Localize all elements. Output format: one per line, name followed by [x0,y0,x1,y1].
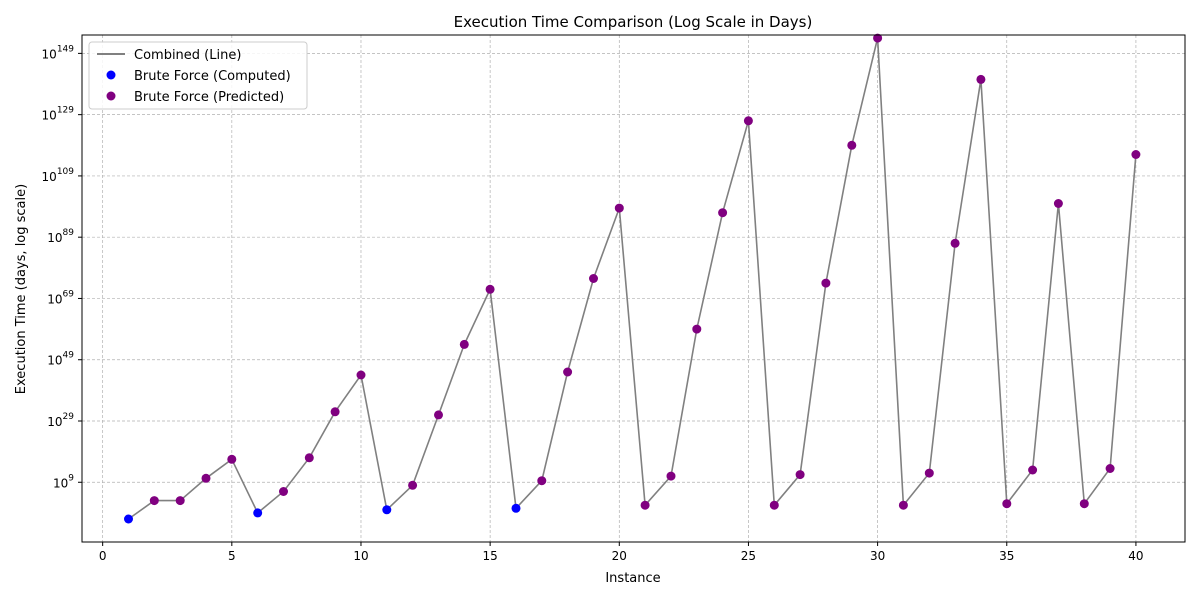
computed-point [253,508,263,518]
y-tick-base: 10 [53,476,68,490]
predicted-point [718,208,728,218]
computed-point [382,505,392,515]
predicted-point [227,454,237,464]
chart-title: Execution Time Comparison (Log Scale in … [454,13,813,31]
predicted-point [434,410,443,420]
predicted-point [201,473,211,483]
predicted-point [537,476,547,486]
computed-point [511,503,521,513]
predicted-point [563,367,573,377]
y-tick-label: 1049 [47,351,74,368]
y-tick-label: 10129 [42,106,75,123]
y-tick-exponent: 9 [68,473,74,483]
legend-label-combined-line: Combined (Line) [134,48,241,63]
x-tick-label: 15 [482,549,497,563]
x-tick-label: 5 [228,549,236,563]
y-tick-label: 10109 [42,167,75,184]
x-tick-label: 35 [999,549,1014,563]
predicted-point [873,33,883,43]
predicted-point [924,468,934,478]
predicted-point [485,284,495,294]
y-tick-base: 10 [47,292,62,306]
predicted-point [279,487,288,496]
data-points [124,33,1141,524]
computed-point [124,514,133,524]
predicted-point [821,278,831,288]
x-tick-label: 20 [612,549,627,563]
y-tick-base: 10 [42,170,57,184]
predicted-point [589,274,598,283]
y-tick-exponent: 29 [63,412,75,422]
y-tick-label: 1069 [47,289,74,306]
predicted-point [408,480,418,490]
predicted-point [640,500,650,510]
predicted-point [149,496,159,506]
y-tick-base: 10 [47,231,62,245]
y-tick-base: 10 [42,47,57,61]
predicted-point [459,339,469,349]
legend-box [88,41,308,110]
y-tick-exponent: 109 [57,167,74,177]
predicted-point [1131,150,1141,159]
predicted-point [1002,499,1012,509]
predicted-point [976,74,986,84]
y-tick-label: 10149 [42,44,75,61]
predicted-point [175,496,185,506]
y-axis-label: Execution Time (days, log scale) [14,184,29,394]
y-tick-label: 1089 [47,228,74,245]
legend-swatch-predicted [106,91,116,101]
x-axis-ticks: 0 5 10 15 20 25 30 35 40 [99,542,1144,563]
predicted-point [330,407,340,417]
x-tick-label: 40 [1128,549,1143,563]
y-tick-exponent: 89 [63,228,75,238]
x-tick-label: 10 [353,549,368,563]
y-tick-base: 10 [47,415,62,429]
predicted-point [1079,499,1089,509]
x-axis-label: Instance [605,571,660,586]
legend-label-predicted: Brute Force (Predicted) [134,90,284,105]
predicted-point [1053,199,1063,208]
predicted-point [769,500,779,510]
legend-swatch-computed [106,70,116,80]
y-tick-base: 10 [47,354,62,368]
predicted-point [950,238,960,248]
predicted-point [1028,465,1038,475]
predicted-point [898,500,908,510]
x-tick-label: 30 [870,549,885,563]
predicted-point [743,116,753,126]
y-tick-exponent: 69 [63,289,75,299]
predicted-point [666,471,676,481]
series-line-combined [128,37,1137,520]
predicted-point [692,324,702,334]
legend: Combined (Line) Brute Force (Computed) B… [88,41,308,110]
y-tick-exponent: 49 [63,351,75,361]
y-tick-base: 10 [42,109,57,123]
predicted-point [356,370,366,380]
predicted-point [1105,464,1115,473]
x-tick-label: 25 [741,549,756,563]
predicted-point [795,470,805,480]
legend-label-computed: Brute Force (Computed) [134,69,291,84]
grid [82,35,1185,542]
x-tick-label: 0 [99,549,107,563]
predicted-point [847,140,857,150]
combined-line-path [128,37,1137,520]
y-tick-exponent: 149 [57,44,74,54]
predicted-point [614,203,624,213]
y-tick-exponent: 129 [57,106,74,116]
predicted-point [304,453,314,463]
plot-frame [81,34,1186,543]
y-tick-label: 1029 [47,412,74,429]
y-tick-label: 109 [53,473,74,490]
